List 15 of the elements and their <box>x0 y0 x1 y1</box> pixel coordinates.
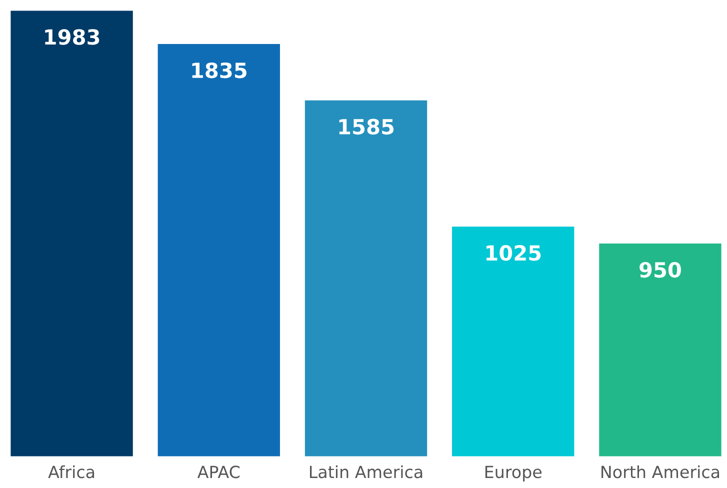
data-label: 1983 <box>45 29 100 45</box>
bar <box>156 42 282 457</box>
x-tick-label: Africa <box>48 465 94 478</box>
x-tick-label: Europe <box>485 466 542 482</box>
x-tick-label: Latin America <box>310 465 422 478</box>
data-label: 1835 <box>192 62 246 78</box>
x-tick-label: APAC <box>197 466 240 478</box>
data-label: 950 <box>640 262 681 278</box>
bar <box>10 10 134 457</box>
data-label: 1025 <box>486 245 541 261</box>
data-label: 1585 <box>339 118 394 135</box>
bar <box>450 225 576 457</box>
bar <box>598 242 722 457</box>
bar <box>304 99 428 457</box>
x-tick-label: North America <box>602 465 720 478</box>
